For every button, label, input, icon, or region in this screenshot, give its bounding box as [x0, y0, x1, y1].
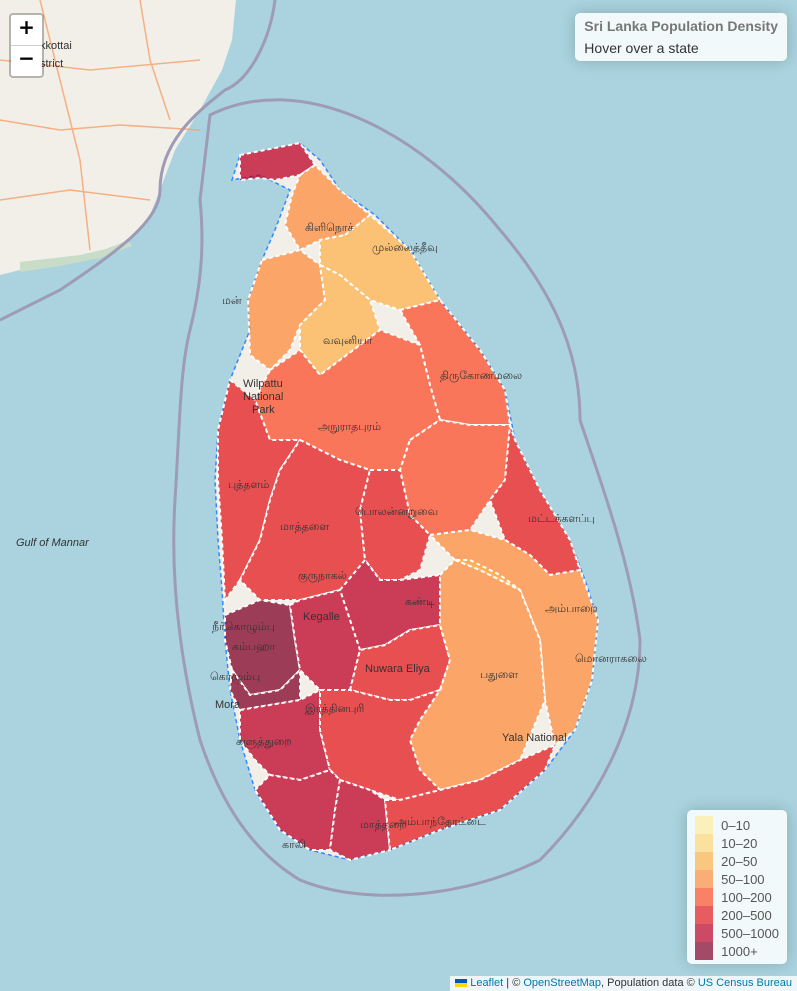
legend-item: 200–500: [695, 906, 779, 924]
tn-district-label-2: strict: [40, 58, 63, 70]
gampaha-label: கம்பஹா: [232, 641, 276, 653]
district-matale[interactable]: [358, 469, 432, 581]
kalutara-label: களுத்துறை: [236, 736, 292, 749]
mullaitivu-label: முல்லைத்தீவு: [372, 242, 438, 254]
nuwara-eliya-label: Nuwara Eliya: [365, 663, 431, 675]
legend-label: 500–1000: [721, 925, 779, 941]
matale-label: மாத்தளை: [280, 521, 329, 533]
district-kilinochchi[interactable]: [283, 163, 372, 252]
legend-item: 10–20: [695, 834, 779, 852]
mannar-label: மன்: [222, 295, 242, 307]
district-layer[interactable]: [217, 141, 600, 862]
attribution-sep-1: | ©: [503, 977, 524, 989]
district-polonnaruwa[interactable]: [398, 418, 512, 537]
district-nuwara-eliya[interactable]: [348, 623, 452, 701]
legend-swatch: [695, 870, 714, 888]
legend-item: 20–50: [695, 852, 779, 870]
legend-swatch: [695, 834, 714, 852]
legend-item: 50–100: [695, 870, 779, 888]
osm-link[interactable]: OpenStreetMap: [523, 977, 602, 989]
sea-label: Gulf of Mannar: [16, 537, 90, 549]
legend-item: 500–1000: [695, 924, 779, 942]
info-panel: Sri Lanka Population Density Hover over …: [575, 13, 787, 61]
zoom-in-button[interactable]: +: [11, 15, 42, 46]
ampara-label: அம்பாறை: [545, 603, 598, 615]
kurunegala-label: குருநாகல்: [298, 570, 347, 584]
hambantota-label: அம்பாந்தோட்டை: [395, 816, 486, 828]
info-title: Sri Lanka Population Density: [584, 18, 778, 34]
yala-label: Yala National: [502, 732, 567, 744]
badulla-label: பதுளை: [480, 669, 518, 681]
district-mullaitivu[interactable]: [319, 213, 442, 312]
legend-swatch: [695, 924, 714, 942]
eez-boundary: [172, 98, 642, 897]
national-park-label-3: Park: [252, 404, 275, 416]
legend-swatch: [695, 816, 714, 834]
legend-swatch: [695, 888, 714, 906]
attribution-sep-2: , Population data ©: [601, 977, 698, 989]
district-hambantota[interactable]: [383, 743, 557, 852]
district-mannar[interactable]: [246, 248, 327, 372]
kilinochchi-label: கிளிநொச்: [305, 222, 354, 234]
legend-label: 100–200: [721, 889, 772, 905]
ratnapura-label: இரத்தினபுரி: [305, 703, 364, 715]
puttalam-label: புத்தளம்: [228, 479, 269, 491]
info-hint: Hover over a state: [584, 40, 699, 56]
anuradhapura-label: அநுராதபுரம்: [318, 421, 381, 433]
legend-swatch: [695, 852, 714, 870]
legend-label: 10–20: [721, 835, 758, 851]
india-landmass: [0, 0, 236, 275]
national-park-label: Wilpattu: [243, 378, 283, 390]
district-ratnapura[interactable]: [319, 688, 443, 802]
district-matara[interactable]: [328, 778, 392, 862]
district-monaragala[interactable]: [454, 559, 521, 591]
maritime-boundary: [0, 0, 277, 322]
trincomalee-label: திருகோணமலை: [440, 370, 522, 382]
legend: 0–10 10–20 20–50 50–100 100–200 200–500 500–10…: [687, 810, 787, 964]
map-labels: Gulf of Mannar kkottai strict Wilpattu N…: [16, 40, 647, 851]
moratuwa-label: Mora: [215, 699, 241, 711]
legend-swatch: [695, 906, 714, 924]
district-ampara[interactable]: [427, 528, 600, 747]
galle-label: காலி: [282, 839, 306, 851]
legend-label: 1000+: [721, 943, 758, 959]
census-link[interactable]: US Census Bureau: [697, 977, 792, 989]
legend-label: 20–50: [721, 853, 758, 869]
legend-item: 0–10: [695, 816, 779, 834]
attribution: Leaflet | © OpenStreetMap, Population da…: [450, 976, 797, 991]
legend-swatch: [695, 942, 714, 960]
ukraine-flag-icon: [455, 979, 468, 988]
batticaloa-label: மட்டக்களப்பு: [528, 513, 595, 525]
colombo-label: கொழும்பு: [210, 671, 260, 684]
negombo-label: நீர்கொழும்பு: [212, 621, 275, 634]
legend-item: 1000+: [695, 942, 779, 960]
polonnaruwa-label: பொலன்னறுவை: [355, 506, 438, 518]
zoom-control: + −: [9, 13, 44, 78]
matara-label: மாத்தறை: [360, 819, 407, 831]
kegalle-label: Kegalle: [303, 611, 340, 623]
legend-label: 50–100: [721, 871, 765, 887]
vavuniya-label: வவுனியா: [323, 335, 373, 347]
leaflet-link[interactable]: Leaflet: [470, 977, 504, 989]
legend-item: 100–200: [695, 888, 779, 906]
monaragala-label: மொனராகலை: [575, 653, 647, 665]
kandy-label: கண்டி: [405, 596, 435, 608]
legend-label: 200–500: [721, 907, 772, 923]
district-jaffna[interactable]: [239, 141, 317, 182]
tn-district-label: kkottai: [40, 40, 72, 52]
zoom-out-button[interactable]: −: [18, 46, 35, 70]
india-islands: [20, 240, 132, 272]
legend-label: 0–10: [721, 817, 751, 833]
national-park-label-2: National: [243, 391, 283, 403]
district-galle[interactable]: [253, 768, 342, 851]
